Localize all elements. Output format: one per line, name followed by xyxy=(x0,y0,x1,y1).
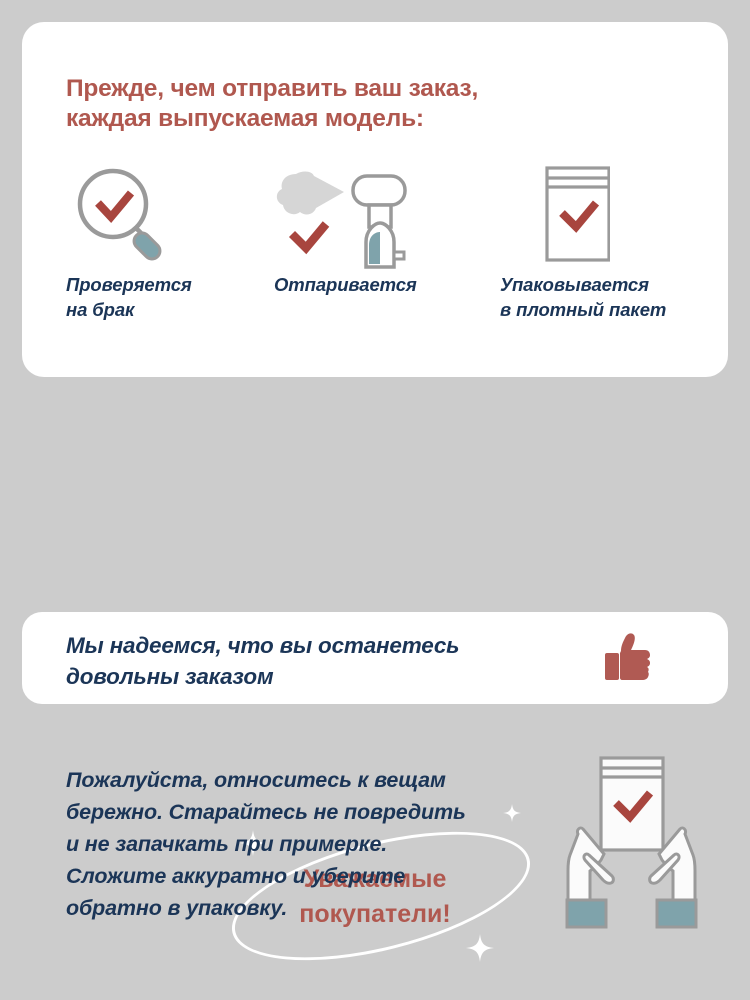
package-check-icon xyxy=(500,162,720,272)
thumbs-up-icon xyxy=(605,633,650,680)
satisfaction-text: Мы надеемся, что вы останетесь довольны … xyxy=(66,633,460,689)
feature-item-inspection: Проверяется на брак xyxy=(66,162,266,322)
page-title: Прежде, чем отправить ваш заказ, каждая … xyxy=(66,75,479,132)
magnifier-check-icon xyxy=(66,162,266,272)
attention-heading: Уважаемые покупатели! xyxy=(299,865,451,928)
care-instructions-section: Пожалуйста, относитесь к вещам бережно. … xyxy=(0,740,750,960)
feature-item-packaging: Упаковывается в плотный пакет xyxy=(500,162,720,322)
quality-check-card: Прежде, чем отправить ваш заказ, каждая … xyxy=(22,22,728,377)
sparkle-icon xyxy=(240,830,266,856)
sparkle-icon xyxy=(466,934,494,962)
feature-list: Проверяется на брак xyxy=(22,162,728,377)
sparkle-icon xyxy=(503,804,521,822)
feature-label: Упаковывается в плотный пакет xyxy=(500,274,667,320)
feature-label: Отпаривается xyxy=(274,274,417,295)
steamer-check-icon xyxy=(274,162,484,272)
hands-holding-package-icon xyxy=(565,756,698,929)
attention-banner: Уважаемые покупатели! xyxy=(0,390,750,986)
feature-item-steaming: Отпаривается xyxy=(274,162,484,297)
care-instructions-text: Пожалуйста, относитесь к вещам бережно. … xyxy=(66,768,466,920)
feature-label: Проверяется на брак xyxy=(66,274,192,320)
satisfaction-card: Мы надеемся, что вы останетесь довольны … xyxy=(22,612,728,704)
